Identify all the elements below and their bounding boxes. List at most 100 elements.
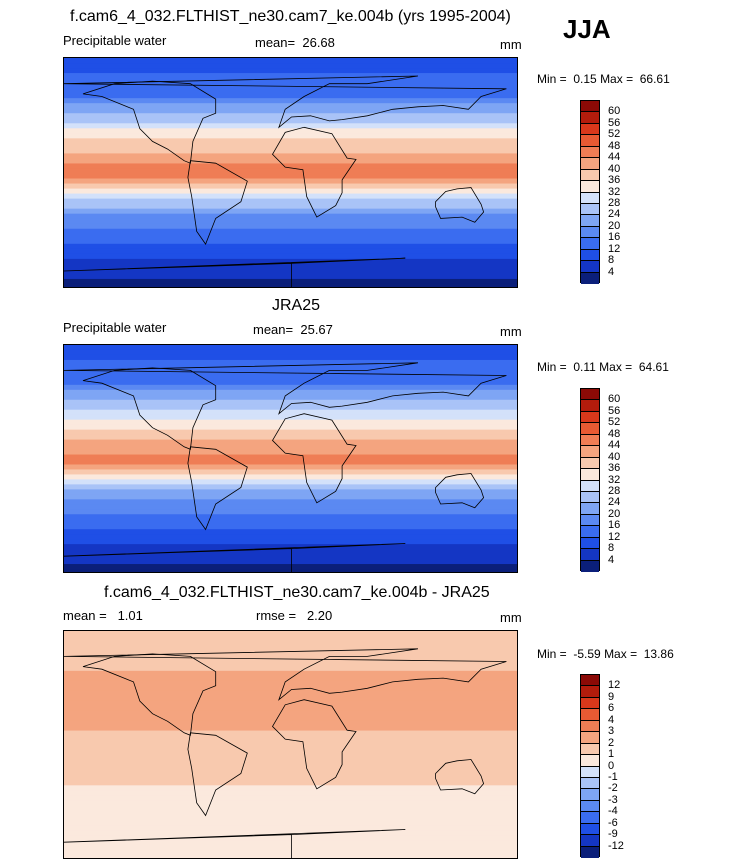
colorbar-tick-label: 44 bbox=[608, 151, 621, 164]
colorbar-tick-label: 28 bbox=[608, 196, 621, 209]
field-band bbox=[64, 795, 517, 801]
field-band bbox=[64, 228, 517, 235]
field-band bbox=[64, 519, 517, 525]
colorbar-tick-label: 4 bbox=[608, 713, 615, 726]
colorbar-tick-label: 40 bbox=[608, 162, 621, 175]
colorbar-segment bbox=[581, 743, 599, 756]
panel-2-colorbar bbox=[580, 388, 600, 572]
colorbar-segment bbox=[581, 777, 599, 790]
colorbar-tick-label: 60 bbox=[608, 393, 621, 406]
colorbar-segment bbox=[581, 549, 599, 561]
colorbar-tick-label: -2 bbox=[608, 782, 618, 795]
field-band bbox=[64, 454, 517, 461]
colorbar-tick-label: 52 bbox=[608, 416, 621, 429]
field-band bbox=[64, 188, 517, 195]
field-band bbox=[64, 459, 517, 466]
field-band bbox=[64, 153, 517, 160]
panel-1-colorbar bbox=[580, 100, 600, 284]
panel-3-units: mm bbox=[500, 610, 522, 625]
colorbar-segment bbox=[581, 446, 599, 458]
field-band bbox=[64, 283, 517, 287]
colorbar-segment bbox=[581, 709, 599, 721]
colorbar-tick-label: 12 bbox=[608, 530, 621, 543]
field-band bbox=[64, 680, 517, 687]
field-band bbox=[64, 404, 517, 411]
field-band bbox=[64, 379, 517, 386]
panel-2-map bbox=[63, 344, 518, 573]
field-band bbox=[64, 805, 517, 811]
colorbar-segment bbox=[581, 697, 599, 710]
panel-1-units: mm bbox=[500, 37, 522, 52]
colorbar-segment bbox=[581, 389, 599, 401]
field-band bbox=[64, 690, 517, 697]
field-band bbox=[64, 429, 517, 436]
field-band bbox=[64, 243, 517, 250]
colorbar-segment bbox=[581, 823, 599, 836]
field-band bbox=[64, 198, 517, 205]
colorbar-tick-label: 2 bbox=[608, 736, 615, 749]
colorbar-tick-label: 8 bbox=[608, 254, 615, 267]
colorbar-segment bbox=[581, 192, 599, 204]
coastline bbox=[82, 367, 217, 450]
colorbar-segment bbox=[581, 469, 599, 481]
colorbar-tick-label: 6 bbox=[608, 702, 615, 715]
field-band bbox=[64, 158, 517, 165]
panel-3-mean-value: 1.01 bbox=[117, 608, 143, 623]
field-band bbox=[64, 725, 517, 732]
field-band bbox=[64, 685, 517, 692]
panel-3-rmse-value: 2.20 bbox=[306, 608, 333, 623]
field-band bbox=[64, 233, 517, 240]
colorbar-segment bbox=[581, 112, 599, 124]
colorbar-segment bbox=[581, 101, 599, 113]
colorbar-tick-label: -3 bbox=[608, 793, 618, 806]
colorbar-tick-label: 0 bbox=[608, 759, 615, 772]
colorbar-segment bbox=[581, 537, 599, 550]
field-band bbox=[64, 855, 517, 858]
field-band bbox=[64, 745, 517, 752]
colorbar-tick-label: 56 bbox=[608, 116, 621, 129]
field-band bbox=[64, 439, 517, 446]
colorbar-tick-label: 8 bbox=[608, 542, 615, 555]
field-band bbox=[64, 544, 517, 550]
field-band bbox=[64, 434, 517, 441]
field-band bbox=[64, 218, 517, 225]
field-band bbox=[64, 148, 517, 155]
field-band bbox=[64, 539, 517, 545]
field-band bbox=[64, 705, 517, 712]
field-band bbox=[64, 354, 517, 361]
colorbar-tick-label: 36 bbox=[608, 174, 621, 187]
field-band bbox=[64, 800, 517, 806]
field-band bbox=[64, 529, 517, 535]
field-band bbox=[64, 835, 517, 841]
colorbar-segment bbox=[581, 732, 599, 744]
coastline bbox=[272, 126, 357, 218]
colorbar-segment bbox=[581, 146, 599, 159]
colorbar-segment bbox=[581, 238, 599, 250]
colorbar-tick-label: -6 bbox=[608, 816, 618, 829]
coastline bbox=[435, 187, 485, 223]
field-band bbox=[64, 444, 517, 451]
field-band bbox=[64, 785, 517, 791]
field-band bbox=[64, 509, 517, 515]
field-band bbox=[64, 780, 517, 786]
panel-2-mean-label: mean= 25.67 bbox=[253, 322, 333, 337]
colorbar-segment bbox=[581, 400, 599, 412]
colorbar-segment bbox=[581, 526, 599, 538]
colorbar-tick-label: 16 bbox=[608, 519, 621, 532]
panel-3-minmax: Min = -5.59 Max = 13.86 bbox=[537, 647, 674, 661]
field-band bbox=[64, 138, 517, 144]
coastline bbox=[64, 257, 406, 287]
field-band bbox=[64, 63, 517, 69]
colorbar-tick-label: 24 bbox=[608, 496, 621, 509]
field-band bbox=[64, 740, 517, 747]
field-band bbox=[64, 173, 517, 180]
field-band bbox=[64, 168, 517, 175]
field-band bbox=[64, 278, 517, 285]
panel-2-title: JRA25 bbox=[272, 297, 321, 314]
colorbar-segment bbox=[581, 480, 599, 492]
field-band bbox=[64, 248, 517, 255]
field-band bbox=[64, 464, 517, 471]
field-band bbox=[64, 178, 517, 185]
colorbar-tick-label: 44 bbox=[608, 439, 621, 452]
field-band bbox=[64, 675, 517, 682]
